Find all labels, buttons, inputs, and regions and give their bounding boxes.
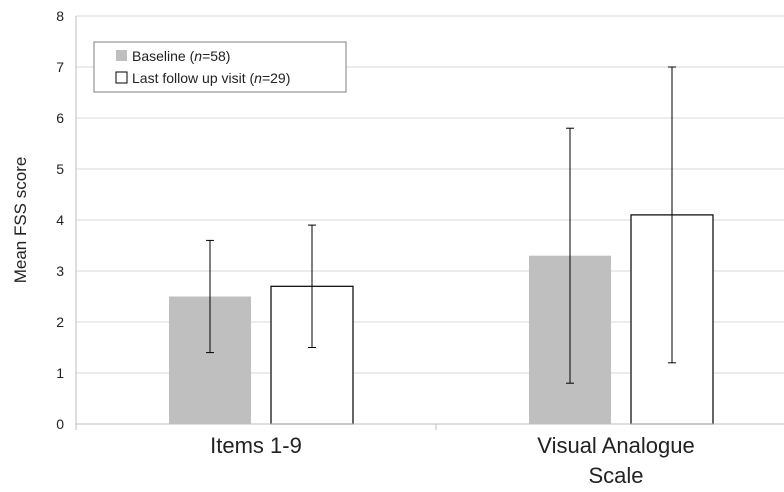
legend-entry: Baseline (n=58) [132,48,230,64]
y-tick-label: 4 [56,212,64,228]
legend-entry: Last follow up visit (n=29) [132,70,290,86]
y-tick-label: 7 [56,59,64,75]
legend-label-italic: n [254,70,262,86]
legend-label-suffix: =58) [202,48,230,64]
legend: Baseline (n=58)Last follow up visit (n=2… [93,41,347,93]
x-category-label: Items 1-9 [210,433,302,458]
legend-label-prefix: Baseline ( [132,48,195,64]
bars [169,214,714,425]
y-tick-label: 2 [56,314,64,330]
y-tick-label: 3 [56,263,64,279]
y-tick-label: 5 [56,161,64,177]
legend-swatch [116,50,127,61]
x-category-label-line: Items 1-9 [210,433,302,458]
legend-label-suffix: =29) [262,70,290,86]
y-tick-label: 6 [56,110,64,126]
x-category-label-line: Scale [588,463,643,488]
legend-label-prefix: Last follow up visit ( [132,70,254,86]
error-bars [206,66,676,384]
x-category-label: Visual Analogue Scale [537,433,694,488]
y-tick-label: 0 [56,416,64,432]
legend-label-italic: n [194,48,202,64]
axes [75,16,784,430]
x-category-labels: Items 1-9 Visual Analogue Scale [210,433,695,488]
legend-box [93,41,347,93]
x-category-label-line: Visual Analogue [537,433,694,458]
y-tick-label: 8 [56,8,64,24]
legend-swatch [115,71,128,84]
y-tick-label: 1 [56,365,64,381]
y-axis-title: Mean FSS score [11,157,30,284]
y-tick-labels: 0 1 2 3 4 5 6 7 8 [56,8,64,432]
